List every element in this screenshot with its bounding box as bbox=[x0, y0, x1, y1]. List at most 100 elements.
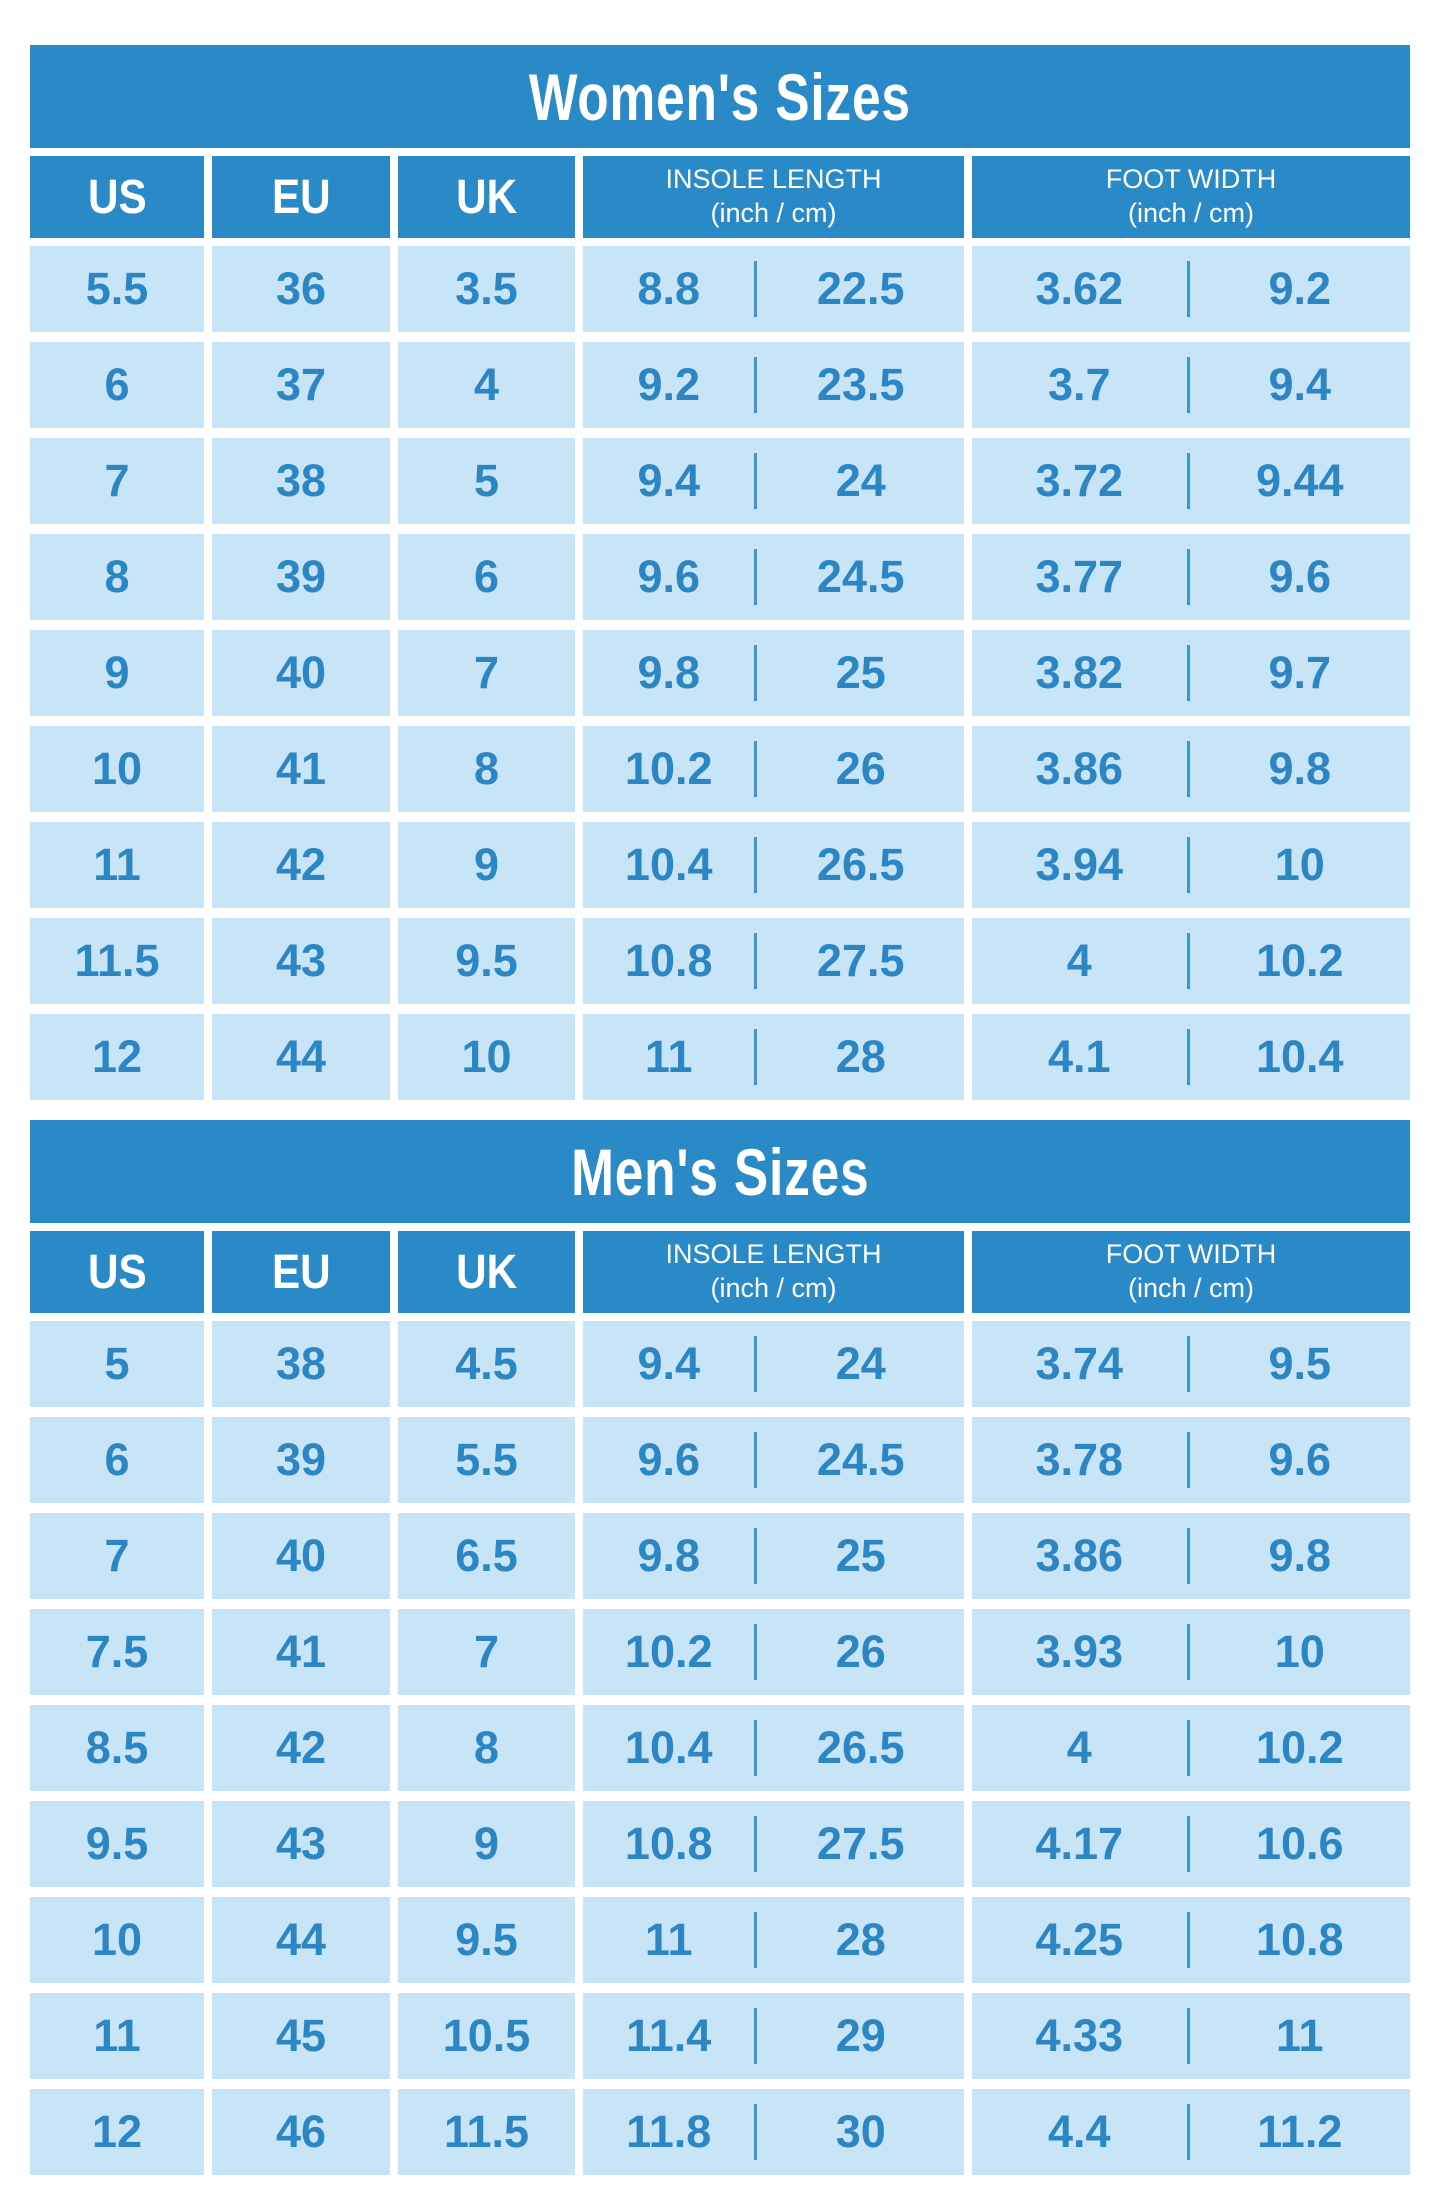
us-cell: 11 bbox=[30, 822, 204, 908]
insole-cell: 10.4 26.5 bbox=[583, 1705, 964, 1791]
insole-cell: 10.8 27.5 bbox=[583, 918, 964, 1004]
us-cell-value: 8.5 bbox=[85, 1722, 149, 1773]
foot-width-cell-inch-value: 4 bbox=[1066, 935, 1092, 986]
foot-width-cell-pair: 4.4 11.2 bbox=[972, 2089, 1410, 2175]
uk-cell: 9.5 bbox=[398, 918, 575, 1004]
us-cell: 5 bbox=[30, 1321, 204, 1407]
foot-width-cell-inch-value: 3.72 bbox=[1035, 455, 1124, 506]
foot-width-cell-cm-value: 11 bbox=[1276, 2010, 1324, 2061]
insole-cell-pair: 10.8 27.5 bbox=[583, 918, 964, 1004]
eu-cell: 42 bbox=[212, 1705, 390, 1791]
insole-cell: 11 28 bbox=[583, 1897, 964, 1983]
us-cell: 7.5 bbox=[30, 1609, 204, 1695]
foot-width-cell-inch-value: 3.82 bbox=[1035, 647, 1124, 698]
uk-cell-value: 3.5 bbox=[455, 263, 518, 314]
insole-cell-cm-value: 23.5 bbox=[816, 359, 905, 410]
eu-column-header: EU bbox=[212, 1231, 390, 1313]
us-cell: 8 bbox=[30, 534, 204, 620]
eu-cell: 43 bbox=[212, 918, 390, 1004]
us-cell-value: 10 bbox=[91, 1914, 143, 1965]
uk-cell-value: 8 bbox=[473, 743, 500, 794]
us-cell: 12 bbox=[30, 1014, 204, 1100]
value-divider bbox=[1186, 837, 1190, 893]
insole-cell-inch-value: 11 bbox=[644, 1914, 693, 1965]
table-row: 11.5 43 9.5 10.8 27.5 4 10.2 bbox=[30, 918, 1410, 1004]
us-cell: 8.5 bbox=[30, 1705, 204, 1791]
value-divider bbox=[754, 645, 758, 701]
uk-cell: 9 bbox=[398, 822, 575, 908]
insole-cell-pair: 10.4 26.5 bbox=[583, 1705, 964, 1791]
foot-width-cell-cm-value: 10.6 bbox=[1256, 1818, 1344, 1869]
insole-cell: 9.2 23.5 bbox=[583, 342, 964, 428]
us-column-header: US bbox=[30, 156, 204, 238]
eu-cell: 43 bbox=[212, 1801, 390, 1887]
foot-width-cell-inch-value: 3.86 bbox=[1035, 743, 1124, 794]
uk-cell: 4 bbox=[398, 342, 575, 428]
insole-cell-inch-value: 10.2 bbox=[624, 1626, 713, 1677]
foot-width-cell-cm-value: 9.44 bbox=[1256, 455, 1344, 506]
value-divider bbox=[1186, 1528, 1190, 1584]
insole-cell: 10.2 26 bbox=[583, 726, 964, 812]
insole-cell-cm-value: 24.5 bbox=[816, 1434, 905, 1485]
insole-cell-cm-value: 30 bbox=[835, 2106, 886, 2157]
uk-cell: 5 bbox=[398, 438, 575, 524]
uk-cell-value: 5 bbox=[473, 455, 500, 506]
uk-cell: 7 bbox=[398, 630, 575, 716]
insole-cell-cm-value: 27.5 bbox=[816, 1818, 905, 1869]
value-divider bbox=[754, 1912, 758, 1968]
insole-cell-cm-value: 22.5 bbox=[816, 263, 905, 314]
us-cell-value: 5.5 bbox=[85, 263, 149, 314]
uk-cell: 9.5 bbox=[398, 1897, 575, 1983]
us-cell-value: 7 bbox=[104, 455, 130, 506]
insole-cell-pair: 9.8 25 bbox=[583, 1513, 964, 1599]
us-cell-value: 11 bbox=[93, 839, 141, 890]
insole-cell-pair: 10.2 26 bbox=[583, 726, 964, 812]
uk-cell-value: 8 bbox=[473, 1722, 500, 1773]
womens-sizes-table: Women's Sizes US EU UK INSOLE LENGTH (in… bbox=[30, 45, 1410, 1100]
uk-cell-value: 4.5 bbox=[455, 1338, 518, 1389]
uk-cell-value: 7 bbox=[473, 647, 500, 698]
foot-width-cell-inch-value: 3.94 bbox=[1035, 839, 1124, 890]
insole-cell: 10.8 27.5 bbox=[583, 1801, 964, 1887]
foot-width-cell-cm-value: 9.5 bbox=[1268, 1338, 1332, 1389]
eu-cell: 44 bbox=[212, 1014, 390, 1100]
insole-cell: 9.6 24.5 bbox=[583, 1417, 964, 1503]
table-row: 11 45 10.5 11.4 29 4.33 11 bbox=[30, 1993, 1410, 2079]
us-cell: 6 bbox=[30, 1417, 204, 1503]
uk-cell-value: 7 bbox=[473, 1626, 500, 1677]
foot-width-cell-inch-value: 4 bbox=[1066, 1722, 1092, 1773]
foot-width-cell-cm-value: 10.2 bbox=[1256, 1722, 1344, 1773]
foot-width-cell-cm-value: 9.4 bbox=[1268, 359, 1332, 410]
eu-cell-value: 38 bbox=[275, 1338, 327, 1389]
insole-cell-cm-value: 24 bbox=[835, 1338, 886, 1389]
foot-width-cell-cm-value: 9.6 bbox=[1268, 551, 1332, 602]
us-cell: 6 bbox=[30, 342, 204, 428]
foot-width-column-header: FOOT WIDTH (inch / cm) bbox=[972, 156, 1410, 238]
eu-cell: 41 bbox=[212, 1609, 390, 1695]
table-row: 7 40 6.5 9.8 25 3.86 9.8 bbox=[30, 1513, 1410, 1599]
foot-width-cell: 3.86 9.8 bbox=[972, 1513, 1410, 1599]
foot-width-cell-pair: 3.78 9.6 bbox=[972, 1417, 1410, 1503]
foot-width-cell-inch-value: 3.74 bbox=[1035, 1338, 1124, 1389]
womens-table-body: 5.5 36 3.5 8.8 22.5 3.62 9.2 6 37 4 9.2 23.5 3.7 9.4 7… bbox=[30, 246, 1410, 1100]
insole-cell-inch-value: 9.6 bbox=[637, 551, 700, 602]
eu-cell: 40 bbox=[212, 1513, 390, 1599]
value-divider bbox=[754, 549, 758, 605]
uk-cell: 3.5 bbox=[398, 246, 575, 332]
foot-width-cell: 4.25 10.8 bbox=[972, 1897, 1410, 1983]
foot-width-cell-pair: 4 10.2 bbox=[972, 918, 1410, 1004]
insole-cell: 9.6 24.5 bbox=[583, 534, 964, 620]
foot-width-cell-pair: 3.86 9.8 bbox=[972, 1513, 1410, 1599]
eu-cell-value: 37 bbox=[275, 359, 327, 410]
us-cell-value: 6 bbox=[104, 1434, 130, 1485]
insole-cell-pair: 9.2 23.5 bbox=[583, 342, 964, 428]
us-cell-value: 9.5 bbox=[85, 1818, 149, 1869]
insole-cell: 11.4 29 bbox=[583, 1993, 964, 2079]
insole-cell-cm-value: 28 bbox=[835, 1914, 886, 1965]
insole-cell: 9.8 25 bbox=[583, 1513, 964, 1599]
foot-width-cell: 3.93 10 bbox=[972, 1609, 1410, 1695]
foot-width-cell-inch-value: 3.7 bbox=[1048, 359, 1111, 410]
insole-cell-inch-value: 9.6 bbox=[637, 1434, 700, 1485]
table-row: 12 44 10 11 28 4.1 10.4 bbox=[30, 1014, 1410, 1100]
